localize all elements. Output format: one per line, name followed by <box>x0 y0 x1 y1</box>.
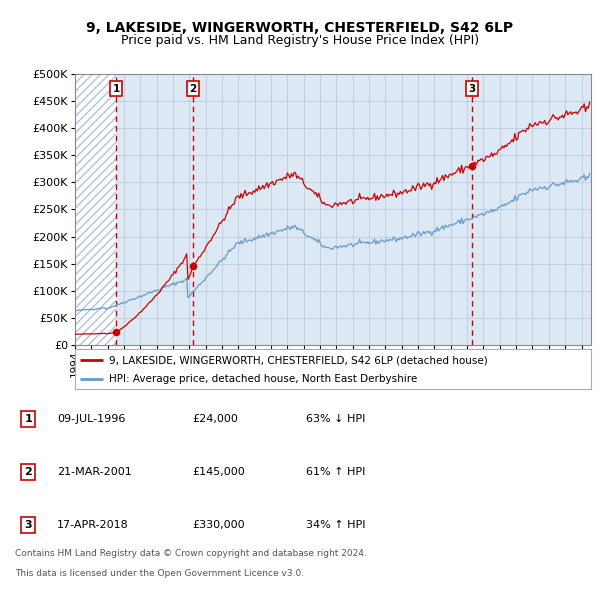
Text: 3: 3 <box>468 84 475 94</box>
Text: Contains HM Land Registry data © Crown copyright and database right 2024.: Contains HM Land Registry data © Crown c… <box>15 549 367 558</box>
Text: 9, LAKESIDE, WINGERWORTH, CHESTERFIELD, S42 6LP: 9, LAKESIDE, WINGERWORTH, CHESTERFIELD, … <box>86 21 514 35</box>
Text: £24,000: £24,000 <box>192 414 238 424</box>
Text: 1: 1 <box>113 84 120 94</box>
Text: 1: 1 <box>25 414 32 424</box>
Text: This data is licensed under the Open Government Licence v3.0.: This data is licensed under the Open Gov… <box>15 569 304 578</box>
Text: £330,000: £330,000 <box>192 520 245 530</box>
Text: 21-MAR-2001: 21-MAR-2001 <box>57 467 132 477</box>
Text: Price paid vs. HM Land Registry's House Price Index (HPI): Price paid vs. HM Land Registry's House … <box>121 34 479 47</box>
Text: 2: 2 <box>189 84 197 94</box>
Text: 3: 3 <box>25 520 32 530</box>
Text: 2: 2 <box>25 467 32 477</box>
Bar <box>75 74 116 345</box>
Text: 9, LAKESIDE, WINGERWORTH, CHESTERFIELD, S42 6LP (detached house): 9, LAKESIDE, WINGERWORTH, CHESTERFIELD, … <box>109 355 487 365</box>
Text: 63% ↓ HPI: 63% ↓ HPI <box>306 414 365 424</box>
Text: £145,000: £145,000 <box>192 467 245 477</box>
Text: HPI: Average price, detached house, North East Derbyshire: HPI: Average price, detached house, Nort… <box>109 373 417 384</box>
Text: 34% ↑ HPI: 34% ↑ HPI <box>306 520 365 530</box>
Text: 17-APR-2018: 17-APR-2018 <box>57 520 129 530</box>
Text: 61% ↑ HPI: 61% ↑ HPI <box>306 467 365 477</box>
Text: 09-JUL-1996: 09-JUL-1996 <box>57 414 125 424</box>
Bar <box>75 74 116 345</box>
